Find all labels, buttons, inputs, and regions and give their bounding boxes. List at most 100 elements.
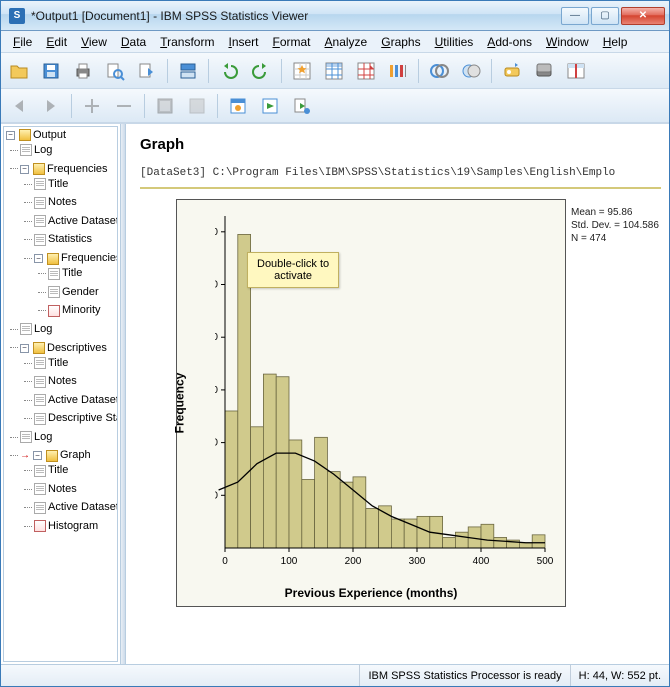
folder-icon — [47, 253, 59, 265]
expand-toggle-icon[interactable]: − — [33, 451, 42, 460]
menu-transform[interactable]: Transform — [154, 33, 220, 51]
preview-icon[interactable] — [101, 57, 129, 85]
run-to-end-icon[interactable] — [288, 92, 316, 120]
page-icon — [34, 178, 46, 190]
tree-node-log[interactable]: Log — [20, 430, 52, 445]
show-all-icon[interactable] — [457, 57, 485, 85]
undo-icon[interactable] — [215, 57, 243, 85]
page-icon — [34, 483, 46, 495]
tree-node-notes[interactable]: Notes — [34, 482, 77, 497]
tree-node-statistics[interactable]: Statistics — [34, 232, 92, 247]
menu-window[interactable]: Window — [540, 33, 595, 51]
tree-node-active-dataset[interactable]: Active Dataset — [34, 500, 118, 515]
body-area: −OutputLog−FrequenciesTitleNotesActive D… — [1, 123, 669, 664]
tree-node-active-dataset[interactable]: Active Dataset — [34, 214, 118, 229]
page-icon — [34, 357, 46, 369]
tree-node-frequencies[interactable]: −Frequencies — [20, 162, 108, 177]
app-window: S *Output1 [Document1] - IBM SPSS Statis… — [0, 0, 670, 687]
back-icon — [5, 92, 33, 120]
chart-stats: Mean = 95.86 Std. Dev. = 104.586 N = 474 — [571, 206, 669, 245]
goto-case-icon[interactable] — [320, 57, 348, 85]
dialog-recall-icon[interactable] — [174, 57, 202, 85]
tree-node-gender[interactable]: Gender — [48, 285, 99, 300]
svg-text:200: 200 — [345, 556, 362, 567]
svg-text:80: 80 — [215, 332, 218, 343]
menu-help[interactable]: Help — [597, 33, 634, 51]
menu-graphs[interactable]: Graphs — [375, 33, 426, 51]
export-icon[interactable] — [133, 57, 161, 85]
tree-node-frequencies[interactable]: −Frequencies — [34, 251, 118, 266]
toolbar-secondary — [1, 89, 669, 123]
page-icon — [34, 413, 46, 425]
vars-icon[interactable] — [384, 57, 412, 85]
tree-node-title[interactable]: Title — [48, 266, 82, 281]
tree-root[interactable]: −Output — [6, 128, 66, 143]
tree-node-descriptives[interactable]: −Descriptives — [20, 341, 107, 356]
tree-node-log[interactable]: Log — [20, 143, 52, 158]
chart-region[interactable]: Double-click toactivate Mean = 95.86 Std… — [140, 187, 661, 607]
tree-node-notes[interactable]: Notes — [34, 374, 77, 389]
menu-file[interactable]: File — [7, 33, 38, 51]
expand-toggle-icon[interactable]: − — [34, 254, 43, 263]
chart-ylabel: Frequency — [172, 373, 186, 434]
menu-insert[interactable]: Insert — [222, 33, 264, 51]
chart-box[interactable]: Double-click toactivate Mean = 95.86 Std… — [176, 199, 566, 607]
forward-icon — [37, 92, 65, 120]
goto-data-icon[interactable] — [288, 57, 316, 85]
title-bar: S *Output1 [Document1] - IBM SPSS Statis… — [1, 1, 669, 31]
open-icon[interactable] — [5, 57, 33, 85]
tree-node-log[interactable]: Log — [20, 322, 52, 337]
tree-node-title[interactable]: Title — [34, 356, 68, 371]
stat-mean: Mean = 95.86 — [571, 206, 669, 219]
run-selection-icon[interactable] — [256, 92, 284, 120]
goto-var-icon[interactable] — [352, 57, 380, 85]
tree-node-minority[interactable]: Minority — [48, 303, 101, 318]
weight-icon[interactable] — [530, 57, 558, 85]
tree-node-notes[interactable]: Notes — [34, 195, 77, 210]
print-icon[interactable] — [69, 57, 97, 85]
outline-pane: −OutputLog−FrequenciesTitleNotesActive D… — [1, 124, 121, 664]
menu-format[interactable]: Format — [267, 33, 317, 51]
split-icon[interactable] — [562, 57, 590, 85]
page-icon — [34, 465, 46, 477]
save-icon[interactable] — [37, 57, 65, 85]
tree-node-title[interactable]: Title — [34, 463, 68, 478]
expand-toggle-icon[interactable]: − — [20, 344, 29, 353]
svg-text:100: 100 — [215, 280, 218, 291]
svg-text:500: 500 — [537, 556, 554, 567]
status-processor: IBM SPSS Statistics Processor is ready — [359, 665, 569, 686]
dataset-path: [DataSet3] C:\Program Files\IBM\SPSS\Sta… — [140, 167, 661, 179]
svg-text:0: 0 — [222, 556, 228, 567]
content-pane[interactable]: Graph [DataSet3] C:\Program Files\IBM\SP… — [126, 124, 669, 664]
tree-node-descriptive-statistics[interactable]: Descriptive Statistics — [34, 411, 118, 426]
page-icon — [48, 268, 60, 280]
use-sets-icon[interactable] — [425, 57, 453, 85]
menu-analyze[interactable]: Analyze — [319, 33, 374, 51]
maximize-button[interactable]: ▢ — [591, 7, 619, 25]
minimize-button[interactable]: — — [561, 7, 589, 25]
select-icon[interactable] — [498, 57, 526, 85]
menu-add-ons[interactable]: Add-ons — [481, 33, 538, 51]
page-icon — [34, 234, 46, 246]
menu-view[interactable]: View — [75, 33, 113, 51]
menu-bar: FileEditViewDataTransformInsertFormatAna… — [1, 31, 669, 53]
tree-node-title[interactable]: Title — [34, 177, 68, 192]
menu-data[interactable]: Data — [115, 33, 152, 51]
tree-node-histogram[interactable]: Histogram — [34, 519, 98, 534]
content-heading: Graph — [140, 136, 661, 153]
expand-toggle-icon[interactable]: − — [6, 131, 15, 140]
stat-n: N = 474 — [571, 232, 669, 245]
designate-window-icon[interactable] — [224, 92, 252, 120]
menu-utilities[interactable]: Utilities — [429, 33, 480, 51]
page-icon — [20, 144, 32, 156]
tree-node-active-dataset[interactable]: Active Dataset — [34, 393, 118, 408]
svg-text:100: 100 — [281, 556, 298, 567]
redo-icon[interactable] — [247, 57, 275, 85]
hide-icon — [183, 92, 211, 120]
menu-edit[interactable]: Edit — [40, 33, 73, 51]
outline-tree[interactable]: −OutputLog−FrequenciesTitleNotesActive D… — [3, 126, 118, 662]
close-button[interactable]: ✕ — [621, 7, 665, 25]
tree-node-graph[interactable]: −Graph — [20, 448, 91, 463]
window-title: *Output1 [Document1] - IBM SPSS Statisti… — [31, 9, 561, 23]
expand-toggle-icon[interactable]: − — [20, 165, 29, 174]
